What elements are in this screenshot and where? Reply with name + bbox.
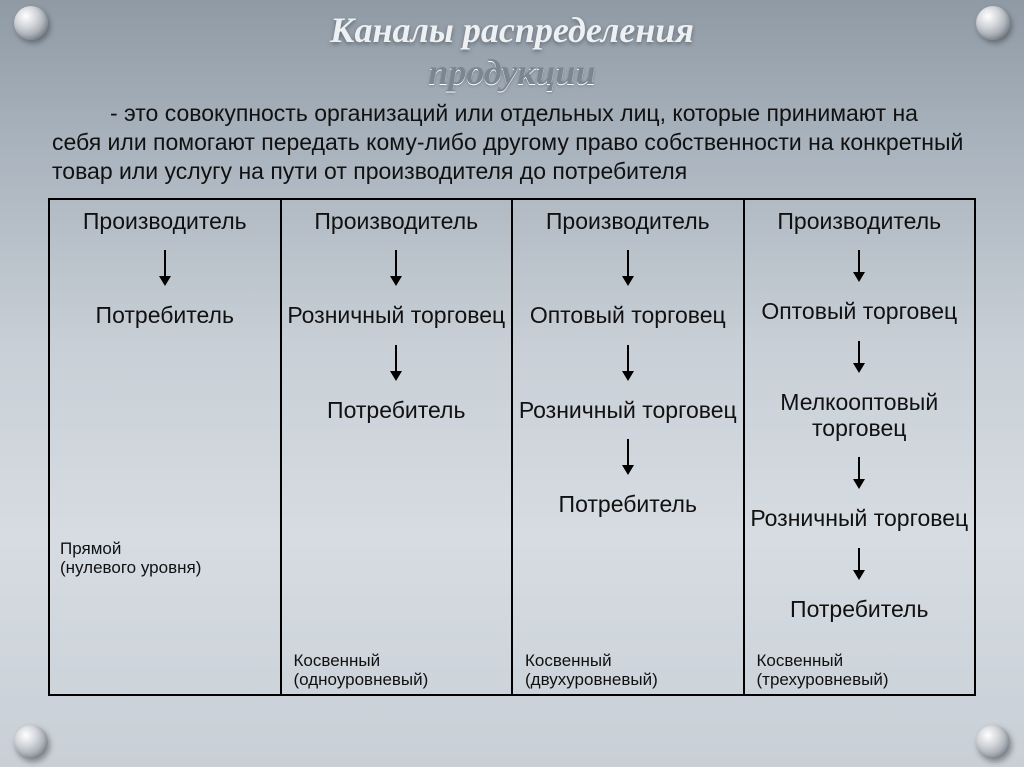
definition-text: - это совокупность организаций или отдел… <box>0 93 1024 195</box>
channel-column-3: Производитель Оптовый торговец Мелкооптовы… <box>745 200 975 694</box>
arrow-down-icon <box>621 439 635 475</box>
arrow-down-icon <box>389 250 403 286</box>
pin-bottom-left <box>14 725 48 759</box>
arrow-down-icon <box>621 250 635 286</box>
channel-column-0: Производитель Потребитель Прямой (нулевого… <box>50 200 282 694</box>
channel-node: Потребитель <box>323 395 469 425</box>
channel-node: Розничный торговец <box>746 503 972 533</box>
channel-node: Розничный торговец <box>515 395 741 425</box>
channel-node: Производитель <box>542 206 714 236</box>
channel-caption: Косвенный(трехуровневый) <box>757 651 889 690</box>
channel-node: Производитель <box>79 206 251 236</box>
channel-caption: Косвенный(двухуровневый) <box>525 651 658 690</box>
pin-bottom-right <box>976 725 1010 759</box>
channel-caption: Прямой (нулевого уровня) <box>60 539 201 578</box>
channel-column-2: Производитель Оптовый торговец Розничный т… <box>513 200 745 694</box>
channel-node: Оптовый торговец <box>757 296 961 326</box>
pin-top-left <box>14 6 48 40</box>
channel-node: Потребитель <box>786 594 932 624</box>
channel-node: Мелкооптовый торговец <box>745 387 975 444</box>
arrow-down-icon <box>389 345 403 381</box>
definition-body: - это совокупность организаций или отдел… <box>52 100 963 184</box>
channel-caption: Косвенный(одноуровневый) <box>294 651 429 690</box>
channels-table: Производитель Потребитель Прямой (нулевого… <box>48 198 976 696</box>
channel-column-1: Производитель Розничный торговец Потребите… <box>282 200 514 694</box>
channel-node: Производитель <box>310 206 482 236</box>
arrow-down-icon <box>621 345 635 381</box>
arrow-down-icon <box>158 250 172 286</box>
arrow-down-icon <box>852 250 866 282</box>
arrow-down-icon <box>852 457 866 489</box>
channel-node: Потребитель <box>555 489 701 519</box>
channel-node: Производитель <box>773 206 945 236</box>
pin-top-right <box>976 6 1010 40</box>
channel-node: Розничный торговец <box>283 300 509 330</box>
channel-node: Потребитель <box>92 300 238 330</box>
arrow-down-icon <box>852 548 866 580</box>
slide-title-line2: продукции <box>0 51 1024 93</box>
slide-title-line1: Каналы распределения <box>0 0 1024 51</box>
arrow-down-icon <box>852 341 866 373</box>
channel-node: Оптовый торговец <box>526 300 730 330</box>
